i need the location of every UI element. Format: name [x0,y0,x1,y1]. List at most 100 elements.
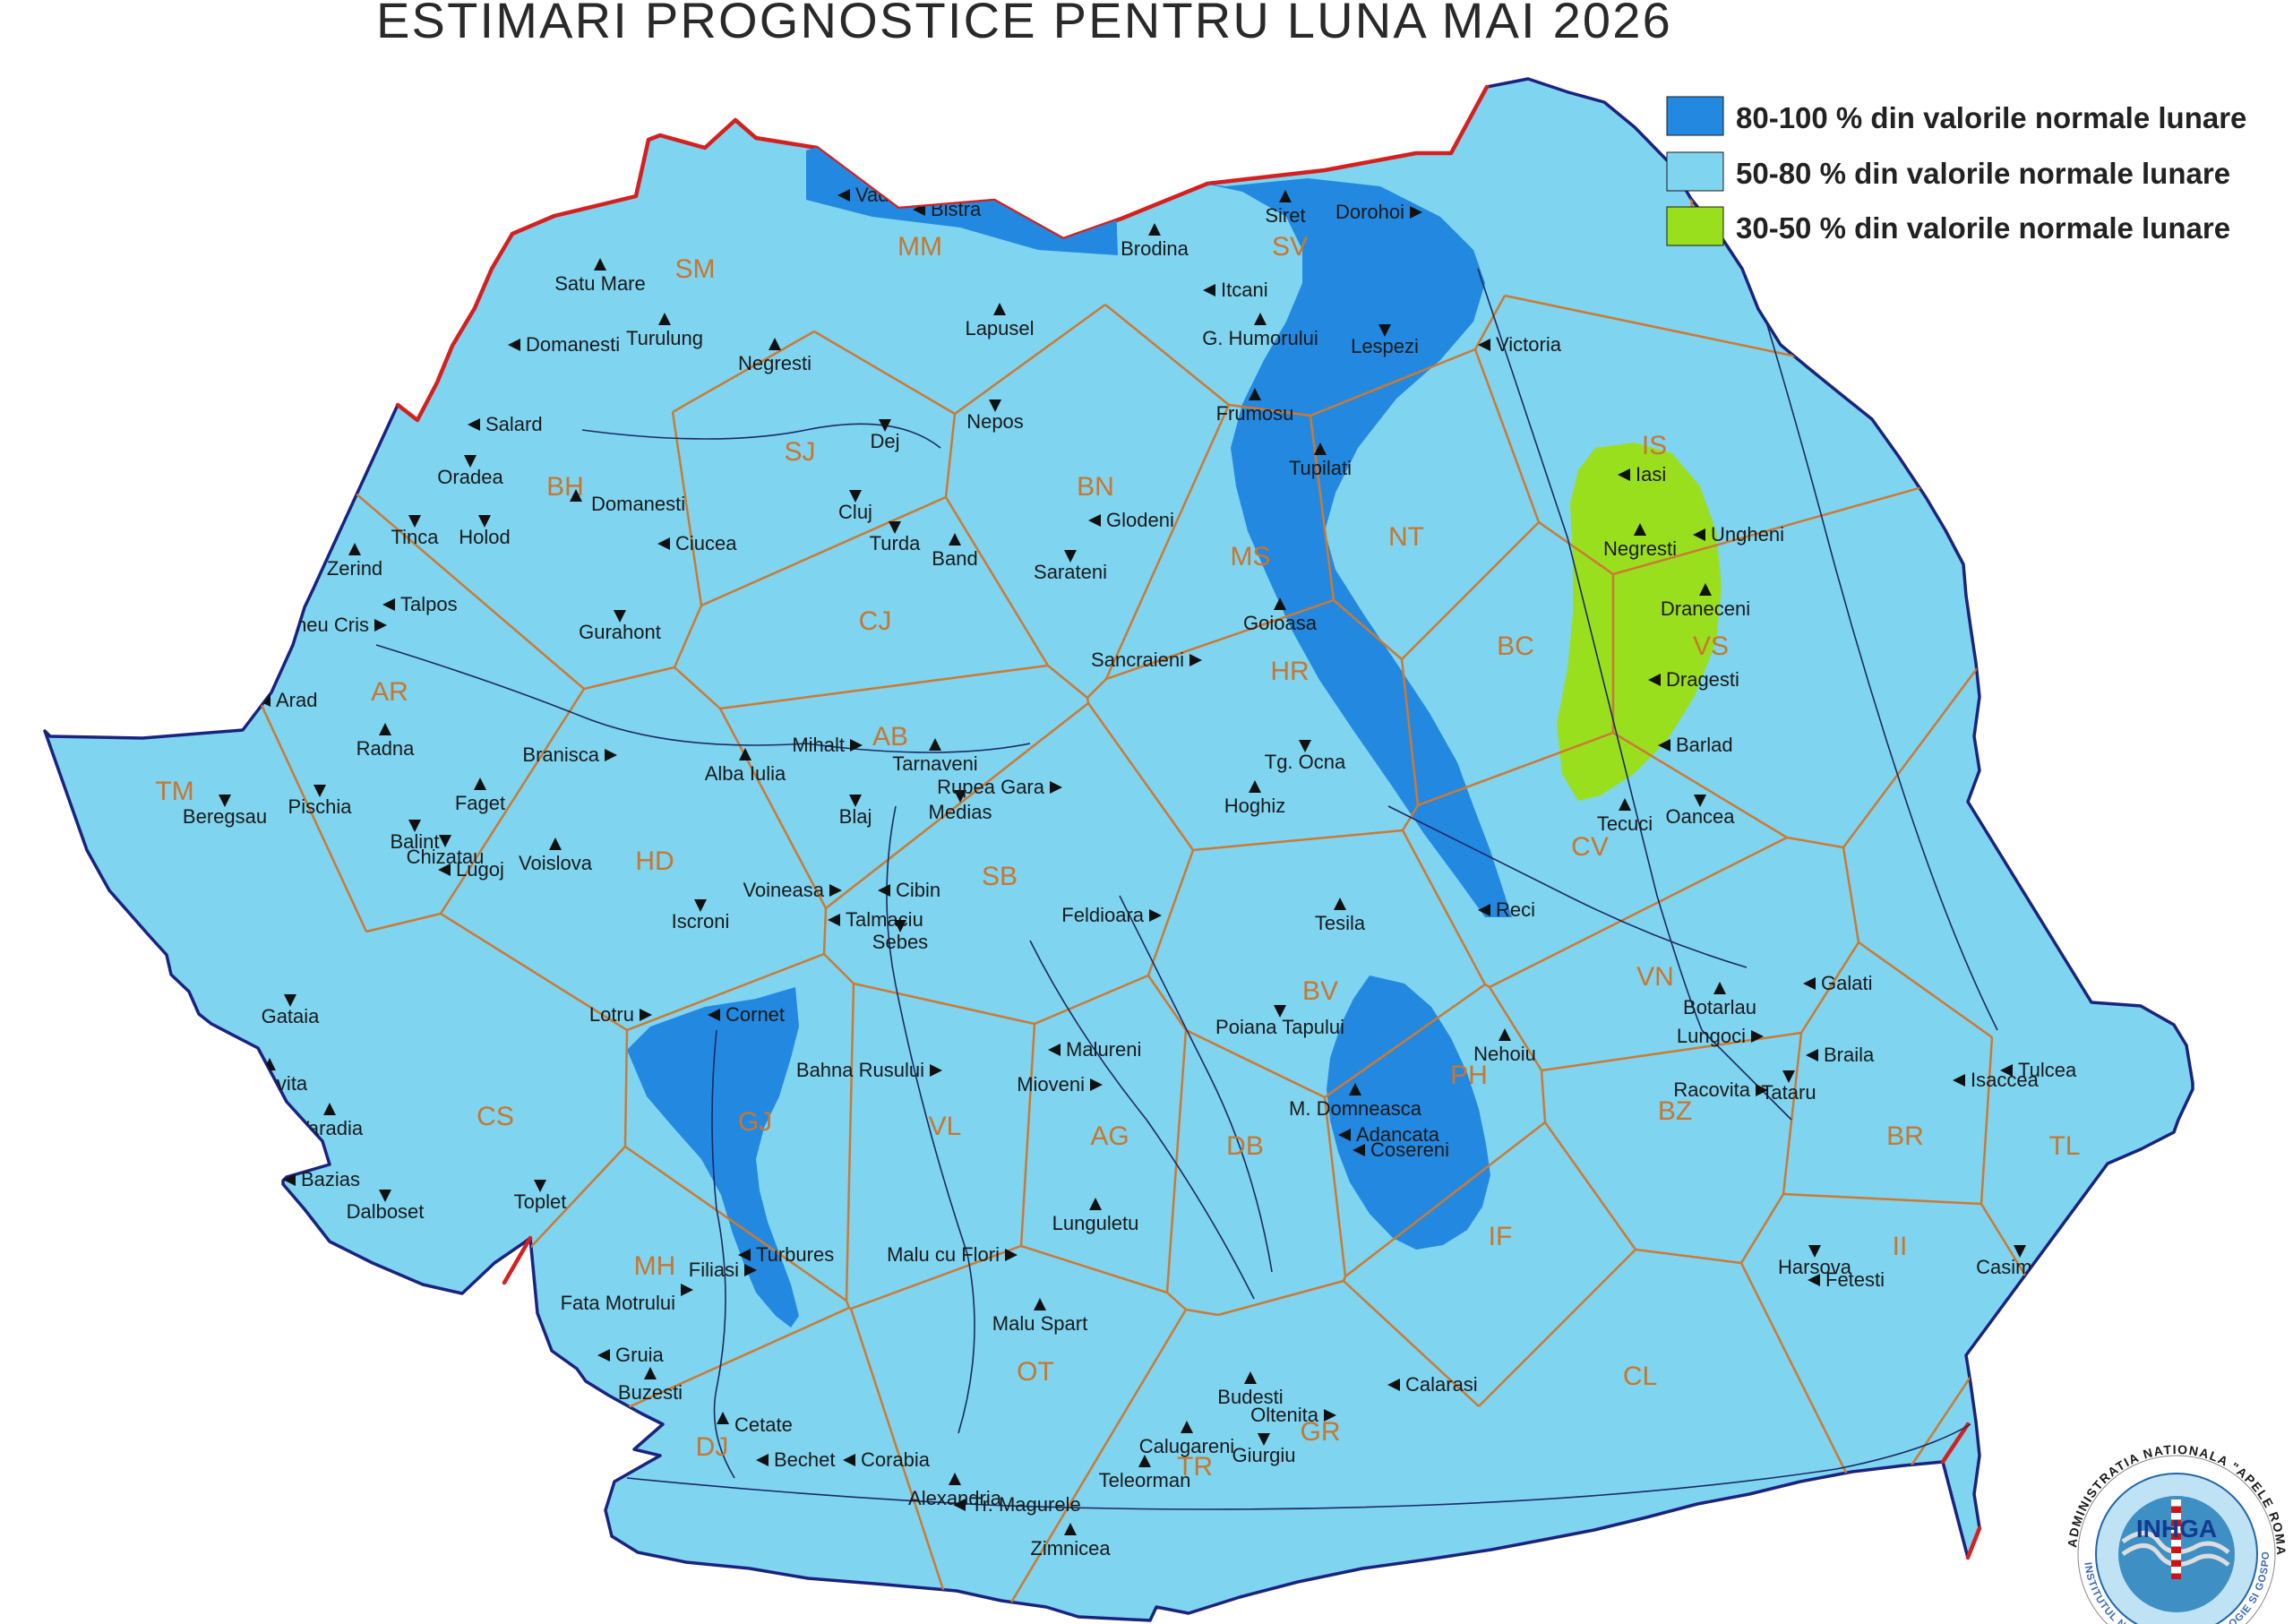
svg-text:30-50 % din valorile normale l: 30-50 % din valorile normale lunare [1736,211,2230,245]
svg-text:Frumosu: Frumosu [1216,402,1294,425]
svg-text:Lungoci: Lungoci [1677,1025,1746,1047]
svg-text:Tulcea: Tulcea [2018,1059,2077,1081]
svg-text:Ungheni: Ungheni [1711,523,1784,546]
svg-text:Sebes: Sebes [872,931,928,953]
svg-text:Calugareni: Calugareni [1139,1435,1234,1457]
svg-text:Band: Band [932,547,977,570]
svg-text:Rupea Gara: Rupea Gara [937,776,1045,798]
svg-text:Bechet: Bechet [774,1448,836,1471]
svg-text:SV: SV [1272,232,1308,262]
svg-text:Calafat: Calafat [556,1448,619,1471]
svg-text:Giurgiu: Giurgiu [1232,1444,1296,1466]
svg-text:Barlad: Barlad [1676,734,1733,756]
svg-text:Fata Motrului: Fata Motrului [561,1292,675,1314]
svg-text:Poiana Tapului: Poiana Tapului [1215,1016,1344,1038]
svg-text:Galati: Galati [1821,972,1872,994]
svg-text:Arad: Arad [276,689,317,711]
svg-text:Mioveni: Mioveni [1017,1073,1085,1096]
svg-text:IF: IF [1489,1222,1513,1251]
svg-text:Pischia: Pischia [288,795,353,818]
svg-text:Casimcea: Casimcea [1976,1256,2065,1278]
svg-text:Itcani: Itcani [1221,279,1268,301]
svg-text:Iasi: Iasi [1636,463,1666,485]
svg-text:MH: MH [634,1251,676,1281]
svg-text:Voislova: Voislova [519,852,593,874]
svg-text:Beregsau: Beregsau [183,805,267,828]
svg-text:Talmaciu: Talmaciu [846,908,923,931]
svg-text:Lunguletu: Lunguletu [1052,1212,1139,1234]
svg-text:Faget: Faget [455,792,505,814]
svg-text:Turda: Turda [870,532,921,554]
svg-text:Blaj: Blaj [839,805,872,828]
svg-text:CS: CS [477,1102,514,1131]
svg-text:Draneceni: Draneceni [1661,597,1750,620]
svg-text:Oancea: Oancea [1665,805,1735,828]
svg-text:DJ: DJ [696,1432,729,1462]
svg-text:INHGA: INHGA [2136,1515,2217,1542]
svg-text:BR: BR [1886,1121,1924,1151]
svg-text:SJ: SJ [784,437,815,467]
svg-text:Mihalt: Mihalt [792,734,845,756]
svg-text:Filiasi: Filiasi [689,1259,739,1281]
svg-text:Teleorman: Teleorman [1099,1469,1191,1491]
svg-text:Negresti: Negresti [738,352,812,374]
svg-text:Malu Spart: Malu Spart [992,1312,1087,1335]
svg-text:BN: BN [1077,472,1114,502]
svg-text:CT: CT [2092,1371,2128,1401]
svg-text:Dej: Dej [870,430,899,452]
svg-text:Gurahont: Gurahont [579,621,661,643]
svg-text:SM: SM [675,254,716,284]
svg-text:BV: BV [1302,976,1338,1006]
svg-text:Reci: Reci [1496,898,1535,921]
svg-text:IS: IS [1642,431,1667,460]
svg-text:Zimnicea: Zimnicea [1030,1537,1111,1560]
svg-text:Cernavoda: Cernavoda [2011,1383,2108,1405]
svg-text:Vadu Izei: Vadu Izei [855,184,936,206]
svg-text:Nehoiu: Nehoiu [1473,1043,1536,1065]
svg-text:CJ: CJ [859,606,892,636]
svg-text:Calarasi: Calarasi [1405,1373,1478,1396]
svg-text:Dorohoi: Dorohoi [1335,201,1404,223]
svg-text:Toplet: Toplet [514,1190,567,1213]
svg-text:Cibin: Cibin [896,879,940,901]
svg-text:Domanesti: Domanesti [591,493,685,515]
svg-text:G. Humorului: G. Humorului [1202,327,1318,349]
svg-text:Oltenita: Oltenita [1250,1404,1319,1426]
svg-text:Cosereni: Cosereni [1370,1139,1449,1161]
svg-text:Botarlau: Botarlau [1683,996,1756,1018]
svg-text:Tecuci: Tecuci [1597,812,1653,835]
svg-text:Buzesti: Buzesti [618,1381,683,1404]
svg-text:Brodina: Brodina [1121,237,1189,260]
svg-text:Voineasa: Voineasa [743,879,824,901]
svg-text:MM: MM [897,232,942,262]
svg-text:Victoria: Victoria [1496,333,1562,356]
svg-text:Tinca: Tinca [391,526,440,548]
svg-text:Lugoj: Lugoj [456,858,504,881]
svg-text:Sarateni: Sarateni [1034,561,1107,583]
svg-text:Corabia: Corabia [861,1448,931,1471]
svg-text:GL: GL [2047,897,2083,926]
svg-text:Radna: Radna [356,737,416,760]
svg-text:Holod: Holod [459,526,510,548]
svg-text:AB: AB [872,722,908,752]
svg-text:Oradea: Oradea [437,466,503,488]
svg-text:Malureni: Malureni [1066,1038,1141,1061]
svg-text:Tupilati: Tupilati [1289,457,1352,479]
svg-text:VL: VL [929,1112,962,1141]
svg-text:CV: CV [1571,832,1609,862]
svg-text:Dragesti: Dragesti [1666,668,1739,691]
svg-text:Partos: Partos [196,1055,253,1078]
svg-text:Talpos: Talpos [400,593,458,615]
svg-text:50-80 % din valorile normale l: 50-80 % din valorile normale lunare [1736,157,2230,190]
svg-text:Dalboset: Dalboset [347,1200,425,1223]
svg-text:Siret: Siret [1265,204,1305,227]
svg-text:Gruia: Gruia [615,1344,665,1366]
svg-text:Tataru: Tataru [1761,1081,1816,1104]
svg-text:II: II [1893,1232,1908,1261]
svg-text:HR: HR [1270,657,1309,686]
svg-text:Glodeni: Glodeni [1106,509,1174,531]
svg-text:Medias: Medias [929,801,992,823]
svg-text:HD: HD [635,846,674,876]
svg-text:Sancraieni: Sancraieni [1091,649,1184,671]
svg-text:Braila: Braila [1824,1044,1875,1066]
